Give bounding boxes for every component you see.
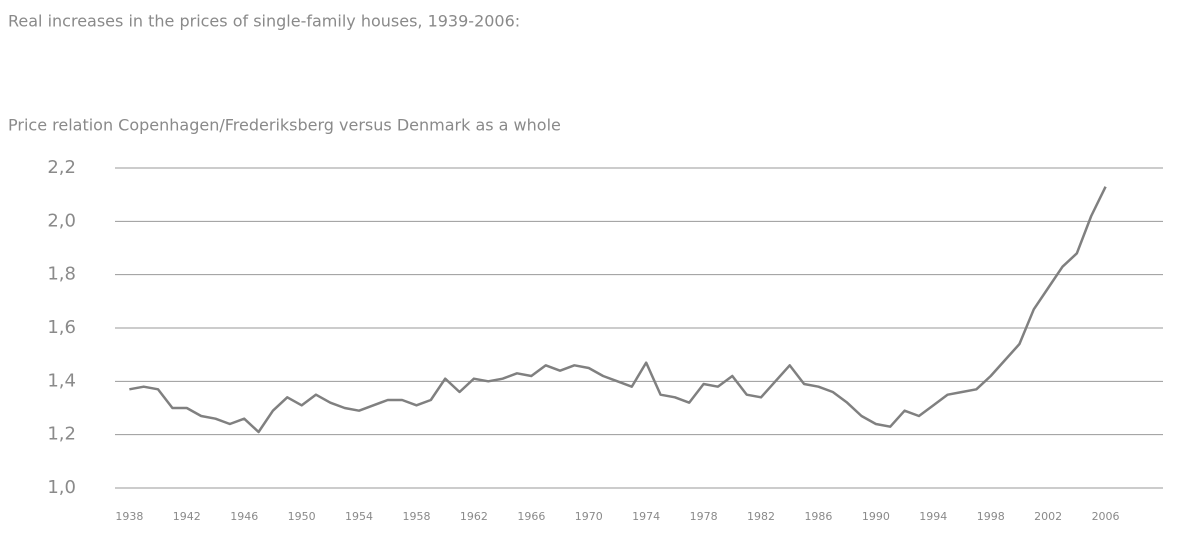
y-tick-label: 1,2 [47,424,76,445]
x-tick-label: 1970 [575,510,603,523]
x-tick-label: 1954 [345,510,373,523]
x-tick-label: 1946 [230,510,258,523]
chart-subtitle: Price relation Copenhagen/Frederiksberg … [8,116,561,135]
x-tick-label: 1978 [690,510,718,523]
x-tick-label: 1986 [804,510,832,523]
x-tick-label: 1982 [747,510,775,523]
x-tick-label: 1998 [977,510,1005,523]
x-tick-label: 1962 [460,510,488,523]
y-tick-label: 2,0 [47,210,76,231]
x-tick-label: 1974 [632,510,660,523]
y-tick-label: 1,6 [47,317,76,338]
x-tick-label: 1942 [173,510,201,523]
chart-title: Real increases in the prices of single-f… [8,12,520,31]
x-tick-label: 2002 [1034,510,1062,523]
x-tick-label: 1938 [115,510,143,523]
x-tick-label: 1958 [402,510,430,523]
y-tick-label: 1,8 [47,264,76,285]
y-tick-label: 1,4 [47,370,76,391]
x-tick-label: 2006 [1092,510,1120,523]
x-tick-label: 1990 [862,510,890,523]
x-tick-label: 1950 [288,510,316,523]
y-tick-label: 2,2 [47,157,76,178]
data-line [129,186,1107,434]
x-tick-label: 1994 [919,510,947,523]
y-tick-label: 1,0 [47,477,76,498]
x-tick-label: 1966 [517,510,545,523]
